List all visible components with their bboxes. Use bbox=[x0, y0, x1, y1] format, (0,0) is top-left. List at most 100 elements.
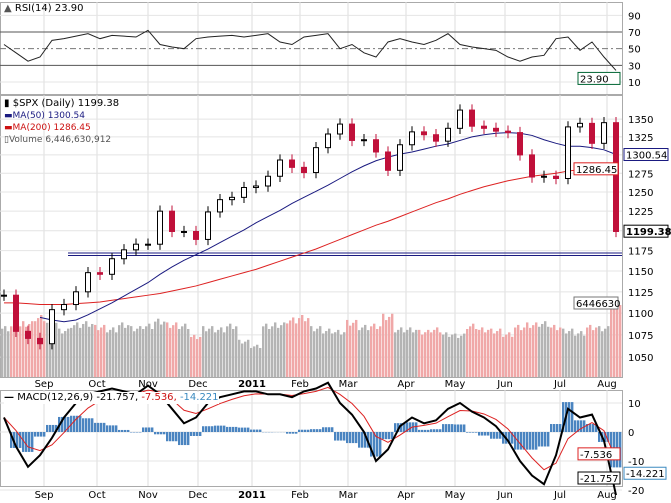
price-axis-label: 1175 bbox=[628, 247, 653, 258]
macd-axis-label: 10 bbox=[628, 399, 641, 410]
volume-bar bbox=[583, 335, 586, 377]
ma50-label: MA(50) bbox=[12, 111, 45, 121]
volume-bar bbox=[484, 332, 487, 377]
macd-histogram-bar bbox=[187, 432, 190, 446]
macd-histogram-bar bbox=[250, 429, 253, 432]
volume-bar bbox=[49, 319, 52, 377]
rsi-legend-icon: ▲ bbox=[4, 3, 12, 14]
macd-histogram-bar bbox=[328, 427, 331, 432]
macd-histogram-bar bbox=[124, 429, 127, 432]
volume-bar bbox=[127, 325, 130, 377]
macd-histogram-bar bbox=[109, 425, 112, 432]
macd-histogram-bar bbox=[424, 429, 427, 432]
macd-histogram-bar bbox=[217, 425, 220, 432]
volume-bar bbox=[199, 336, 202, 377]
volume-bar bbox=[34, 321, 37, 377]
volume-bar bbox=[367, 330, 370, 377]
macd-histogram-bar bbox=[364, 432, 367, 448]
volume-bar bbox=[469, 326, 472, 377]
volume-bar bbox=[505, 334, 508, 377]
volume-bar bbox=[385, 320, 388, 377]
macd-histogram-bar bbox=[475, 432, 478, 433]
volume-bar bbox=[373, 323, 376, 377]
macd-histogram-bar bbox=[502, 432, 505, 444]
volume-bar bbox=[334, 332, 337, 377]
volume-bar bbox=[388, 316, 391, 377]
volume-bar bbox=[364, 324, 367, 377]
candle-body bbox=[613, 122, 619, 232]
volume-bar bbox=[250, 347, 253, 377]
volume-bar bbox=[226, 326, 229, 377]
macd-histogram-bar bbox=[82, 418, 85, 432]
macd-histogram-bar bbox=[472, 432, 475, 433]
volume-bar bbox=[79, 327, 82, 377]
candle-body bbox=[25, 330, 31, 339]
price-axis-label: 1050 bbox=[628, 353, 653, 364]
ma50-line-icon: ▬ bbox=[4, 111, 13, 121]
macd-histogram-bar bbox=[85, 418, 88, 432]
volume-bar bbox=[196, 339, 199, 377]
volume-bar bbox=[496, 331, 499, 377]
volume-bar bbox=[19, 326, 22, 377]
candle-body bbox=[313, 147, 319, 174]
macd-hist-tag bbox=[623, 466, 667, 480]
volume-bar bbox=[91, 323, 94, 377]
volume-bar bbox=[16, 329, 19, 377]
volume-bar bbox=[202, 326, 205, 377]
volume-bar bbox=[382, 313, 385, 377]
volume-bar bbox=[37, 318, 40, 377]
volume-bar bbox=[166, 322, 169, 377]
macd-histogram-bar bbox=[151, 427, 154, 432]
volume-bar bbox=[184, 323, 187, 377]
macd-histogram-bar bbox=[256, 429, 259, 432]
volume-bar bbox=[379, 326, 382, 377]
volume-bar bbox=[499, 328, 502, 377]
volume-bar bbox=[556, 330, 559, 377]
volume-bar bbox=[559, 327, 562, 377]
macd-signal-tag bbox=[577, 447, 621, 461]
macd-histogram-bar bbox=[229, 426, 232, 432]
volume-bar bbox=[115, 332, 118, 377]
macd-line bbox=[3, 381, 617, 496]
macd-histogram-bar bbox=[97, 422, 100, 432]
volume-bar bbox=[157, 318, 160, 377]
volume-bar bbox=[613, 301, 616, 377]
volume-bar bbox=[310, 326, 313, 377]
volume-bar bbox=[175, 322, 178, 377]
price-axis-label: 1250 bbox=[628, 188, 653, 199]
volume-bar bbox=[574, 335, 577, 377]
month-label-top: May bbox=[445, 379, 466, 390]
macd-histogram-bar bbox=[373, 432, 376, 457]
macd-histogram-bar bbox=[466, 432, 469, 433]
macd-histogram-bar bbox=[532, 432, 535, 450]
month-label-bottom: Apr bbox=[397, 490, 415, 501]
volume-bar bbox=[433, 329, 436, 377]
volume-bar bbox=[73, 325, 76, 377]
macd-histogram-bar bbox=[142, 427, 145, 432]
volume-bar bbox=[244, 341, 247, 377]
volume-bar bbox=[259, 347, 262, 377]
volume-bar bbox=[445, 332, 448, 377]
ma200-line bbox=[4, 164, 617, 306]
macd-histogram-bar bbox=[223, 425, 226, 432]
volume-bar bbox=[565, 333, 568, 377]
macd-histogram-bar bbox=[538, 432, 541, 447]
macd-histogram-bar bbox=[514, 432, 517, 450]
macd-histogram-bar bbox=[202, 426, 205, 432]
volume-bar bbox=[535, 322, 538, 377]
rsi-axis-label: 10 bbox=[628, 78, 641, 89]
macd-histogram-bar bbox=[526, 432, 529, 450]
volume-bar bbox=[109, 329, 112, 377]
macd-histogram-bar bbox=[535, 432, 538, 450]
macd-histogram-bar bbox=[427, 429, 430, 432]
volume-bar bbox=[562, 328, 565, 377]
volume-bar bbox=[130, 326, 133, 377]
volume-bar bbox=[121, 322, 124, 377]
volume-bar bbox=[400, 327, 403, 377]
volume-bar bbox=[292, 317, 295, 377]
macd-histogram-bar bbox=[91, 418, 94, 432]
macd-histogram-bar bbox=[22, 432, 25, 452]
candle-body bbox=[181, 230, 187, 233]
volume-bar bbox=[589, 324, 592, 377]
macd-histogram-bar bbox=[88, 418, 91, 432]
